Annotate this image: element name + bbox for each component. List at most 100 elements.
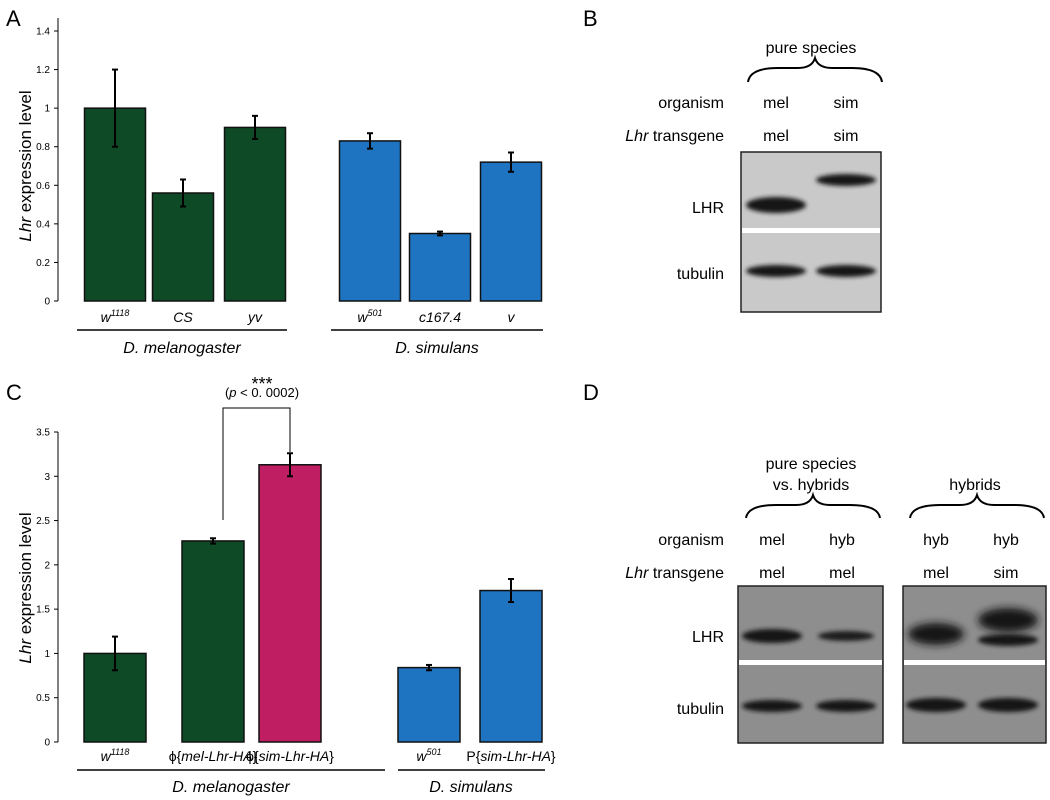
brace-label-d-2: hybrids (949, 477, 1001, 494)
lane-transgene-d-3: mel (923, 565, 949, 582)
western-blot-b: pure species organism Lhr transgene mel … (625, 40, 883, 313)
bar (338, 140, 402, 302)
bar (181, 540, 245, 743)
brace-label-b: pure species (766, 40, 857, 57)
y-tick-label: 0.6 (36, 181, 50, 192)
category-label: v (508, 309, 516, 325)
bar (223, 126, 287, 302)
blot-divider-d-2 (904, 660, 1045, 665)
y-tick-label: 0.2 (36, 258, 50, 269)
group-label-c-mel: D. melanogaster (172, 779, 290, 796)
bar (408, 232, 472, 302)
row-label-organism-b: organism (658, 95, 724, 112)
bar (397, 666, 461, 743)
y-tick-label: 0 (44, 738, 50, 749)
band-tubulin-d-2 (816, 700, 876, 712)
chart-a: 0 0.2 0.4 0.6 0.8 1 1.2 1.4 Lhr expression leve… (16, 18, 543, 357)
chart-c: 0 0.5 1 1.5 2 2.5 3 3.5 Lhr expression level w1… (16, 374, 556, 796)
panel-letter-b: B (583, 6, 598, 31)
band-lhr-d-4a (978, 608, 1038, 632)
category-label: CS (173, 309, 193, 325)
band-lhr-d-2 (818, 631, 874, 641)
band-lhr-d-1 (742, 629, 802, 643)
y-tick-label: 3.5 (36, 428, 50, 439)
blot-divider-d-1 (739, 660, 882, 665)
row-label-transgene-b: Lhr transgene (625, 128, 724, 145)
band-tubulin-d-4 (978, 698, 1038, 712)
category-label: w501 (357, 308, 382, 325)
y-tick-label: 1 (44, 649, 50, 660)
band-lhr-b-1 (746, 197, 806, 213)
band-tubulin-d-1 (742, 700, 802, 712)
category-label: w501 (416, 747, 441, 764)
lane-organism-d-1: mel (759, 532, 785, 549)
y-tick-label: 2.5 (36, 516, 50, 527)
p-value-label: (p < 0. 0002) (225, 385, 299, 400)
category-label: yv (247, 309, 263, 325)
y-ticks-a: 0 0.2 0.4 0.6 0.8 1 1.2 1.4 (36, 27, 58, 308)
brace-d-2 (909, 491, 1045, 519)
brace-d-1 (745, 491, 881, 519)
row-label-organism-d: organism (658, 532, 724, 549)
lane-transgene-d-2: mel (829, 565, 855, 582)
brace-label-d-1b: vs. hybrids (773, 477, 849, 494)
category-label: c167.4 (419, 309, 461, 325)
band-label-tubulin-d: tubulin (677, 701, 724, 718)
category-label: w1118 (101, 308, 130, 325)
band-tubulin-d-3 (906, 698, 966, 712)
panel-letter-a: A (6, 6, 21, 31)
band-tubulin-b-2 (816, 265, 876, 277)
y-tick-label: 0.8 (36, 142, 50, 153)
y-tick-label: 1.4 (36, 27, 50, 38)
band-label-tubulin-b: tubulin (677, 266, 724, 283)
category-labels-a: w1118 CS yv w501 c167.4 v (101, 308, 516, 325)
lane-transgene-d-4: sim (994, 565, 1019, 582)
band-label-lhr-d: LHR (692, 629, 724, 646)
bar (479, 589, 543, 743)
lane-transgene-d-1: mel (759, 565, 785, 582)
band-lhr-b-2 (816, 174, 876, 186)
y-ticks-c: 0 0.5 1 1.5 2 2.5 3 3.5 (36, 428, 58, 749)
lane-transgene-b-1: mel (763, 128, 789, 145)
lane-organism-d-4: hyb (993, 532, 1019, 549)
y-tick-label: 0 (44, 297, 50, 308)
blot-divider-b (742, 228, 880, 233)
bars-c (83, 452, 543, 743)
y-tick-label: 1.5 (36, 605, 50, 616)
panel-letter-d: D (583, 380, 599, 405)
band-lhr-d-4b (978, 634, 1038, 646)
category-label: P{sim-Lhr-HA} (466, 748, 556, 764)
lane-organism-b-2: sim (834, 95, 859, 112)
y-tick-label: 1.2 (36, 65, 50, 76)
band-label-lhr-b: LHR (692, 200, 724, 217)
significance-bracket (222, 407, 291, 520)
y-axis-label-c: Lhr expression level (16, 512, 35, 663)
category-label: w1118 (101, 747, 130, 764)
group-label-a-mel: D. melanogaster (123, 340, 241, 357)
bar (479, 161, 543, 302)
western-blot-d: pure species vs. hybrids hybrids organis… (625, 456, 1047, 744)
lane-organism-d-3: hyb (923, 532, 949, 549)
band-tubulin-b-1 (746, 265, 806, 277)
category-labels-c: w1118 ϕ{mel-Lhr-HA}ϕ{sim-Lhr-HA} w501 P{sim… (101, 747, 556, 764)
lane-organism-d-2: hyb (829, 532, 855, 549)
y-tick-label: 1 (44, 104, 50, 115)
y-axis-label-a: Lhr expression level (16, 90, 35, 241)
band-lhr-d-3 (908, 623, 964, 645)
y-tick-label: 2 (44, 560, 50, 571)
lane-organism-b-1: mel (763, 95, 789, 112)
y-tick-label: 3 (44, 472, 50, 483)
lane-transgene-b-2: sim (834, 128, 859, 145)
group-label-c-sim: D. simulans (429, 779, 513, 796)
significance-stars: *** (251, 374, 272, 394)
group-label-a-sim: D. simulans (395, 340, 479, 357)
row-label-transgene-d: Lhr transgene (625, 565, 724, 582)
brace-label-d-1a: pure species (766, 456, 857, 473)
bar (151, 192, 215, 302)
brace-b (747, 54, 883, 83)
y-tick-label: 0.4 (36, 219, 50, 230)
category-label: ϕ{mel-Lhr-HA} (169, 748, 258, 764)
y-tick-label: 0.5 (36, 693, 50, 704)
bars-a (83, 68, 543, 302)
